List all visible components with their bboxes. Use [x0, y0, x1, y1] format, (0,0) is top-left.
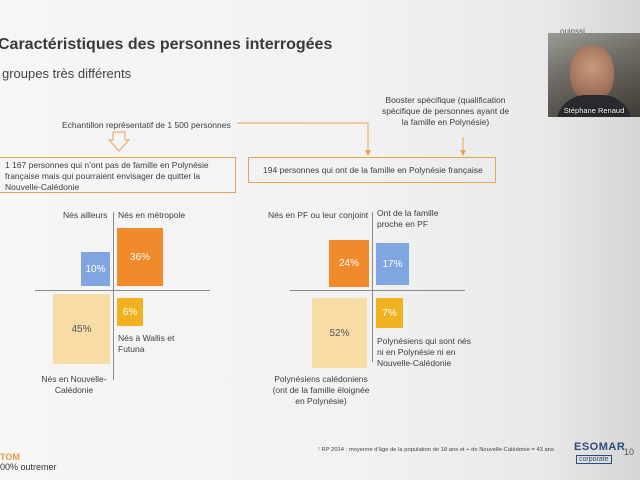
webcam-video-tile[interactable]: Stéphane Renaud: [548, 33, 640, 117]
left-q2-label: Nés en métropole: [118, 210, 186, 220]
right-q3-square: 52%: [312, 298, 367, 368]
sample-label: Echantillon représentatif de 1 500 perso…: [62, 120, 231, 130]
page-number: 10: [624, 447, 635, 457]
left-q3-square: 45%: [53, 294, 110, 364]
left-q2-square: 36%: [117, 228, 163, 286]
right-q1-square: 24%: [329, 240, 369, 287]
left-axis-vertical: [113, 212, 114, 380]
right-axis-horizontal: [290, 290, 465, 291]
right-q1-label: Nés en PF ou leur conjoint: [268, 210, 369, 220]
webcam-corner-text: ouinssi: [560, 27, 585, 36]
right-q2-square: 17%: [376, 243, 409, 285]
left-q1-label: Nés ailleurs: [63, 210, 108, 220]
footer-brand-block: TOM 00% outremer: [0, 452, 57, 472]
left-axis-horizontal: [35, 290, 210, 291]
left-q4-square: 6%: [117, 298, 143, 326]
footer-brand: TOM: [0, 452, 20, 462]
right-q2-label: Ont de la famille proche en PF: [377, 208, 439, 229]
right-q4-square: 7%: [376, 298, 403, 328]
webcam-participant-name: Stéphane Renaud: [563, 106, 625, 115]
slide-subtitle: groupes très différents: [2, 66, 132, 81]
slide-title: Caractéristiques des personnes interrogé…: [0, 36, 333, 53]
left-q3-label: Nés en Nouvelle-Calédonie: [41, 374, 107, 395]
esomar-logo: ESOMAR: [574, 441, 626, 453]
left-q1-square: 10%: [81, 252, 110, 286]
down-arrow-icon: [108, 131, 130, 152]
footer-tagline: 00% outremer: [0, 462, 57, 472]
connector-lines: [237, 122, 466, 156]
right-q3-label: Polynésiens calédoniens (ont de la famil…: [272, 374, 370, 406]
right-q4-label: Polynésiens qui sont nés ni en Polynésie…: [377, 336, 472, 368]
booster-label: Booster spécifique (qualification spécif…: [381, 95, 510, 127]
participant-shirt: [556, 95, 632, 117]
footnote: ¹ RP 2014 : moyenne d’âge de la populati…: [318, 447, 554, 453]
right-axis-vertical: [372, 212, 373, 362]
participant-face: [570, 45, 614, 101]
left-q4-label: Nés à Wallis et Futuna: [118, 333, 175, 354]
left-group-box: 1 167 personnes qui n’ont pas de famille…: [0, 157, 236, 193]
esomar-sub-logo: corporate: [576, 455, 612, 464]
right-group-box: 194 personnes qui ont de la famille en P…: [248, 157, 496, 183]
